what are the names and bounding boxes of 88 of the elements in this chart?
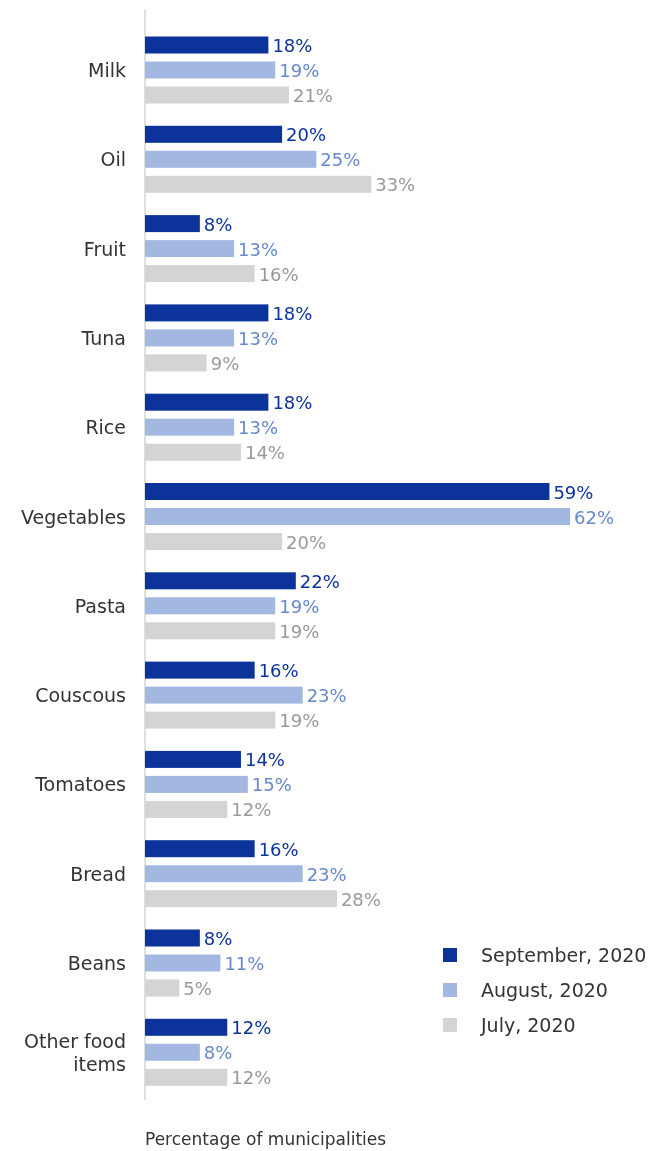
bar [145, 125, 283, 143]
data-label: 13% [238, 417, 279, 439]
data-label: 8% [203, 213, 233, 235]
data-label: 18% [272, 302, 313, 324]
bar [145, 265, 255, 283]
y-tick-label: Fruit [83, 237, 126, 260]
bar [145, 240, 235, 258]
data-label: 19% [279, 710, 320, 732]
data-label: 23% [306, 685, 347, 707]
y-tick-label: Pasta [74, 594, 126, 617]
bar [145, 890, 337, 908]
bar [145, 661, 255, 679]
bar [145, 443, 241, 461]
data-label: 13% [238, 327, 279, 349]
data-label: 23% [306, 863, 347, 885]
y-tick-label: Vegetables [21, 505, 126, 528]
bar [145, 622, 276, 640]
data-label: 28% [340, 888, 381, 910]
bar [145, 508, 570, 525]
y-tick-label: Milk [88, 59, 126, 81]
data-label: 12% [231, 799, 272, 821]
data-label: 19% [279, 60, 320, 81]
data-label: 16% [258, 263, 299, 285]
data-label: 8% [203, 928, 233, 949]
bar [145, 175, 372, 193]
bar [145, 929, 200, 947]
data-label: 12% [231, 1017, 272, 1039]
bar [145, 979, 180, 997]
y-tick-label: Rice [85, 416, 126, 439]
bar [145, 86, 289, 104]
legend-label: July, 2020 [480, 1014, 576, 1036]
bar [145, 865, 303, 883]
bar [145, 418, 235, 436]
data-label: 19% [279, 595, 320, 617]
data-label: 21% [292, 85, 333, 106]
data-label: 18% [272, 392, 313, 414]
y-tick-label: Beans [67, 952, 126, 974]
y-tick-label: Tuna [80, 326, 126, 349]
data-label: 18% [272, 35, 313, 56]
data-label: 20% [286, 531, 327, 553]
data-label: 9% [210, 352, 240, 374]
bar [145, 711, 276, 729]
bar [145, 1043, 200, 1061]
y-tick-label: Tomatoes [34, 773, 126, 796]
legend-label: August, 2020 [481, 979, 608, 1001]
bar [145, 354, 207, 372]
data-label: 16% [258, 838, 299, 860]
data-label: 20% [286, 124, 327, 146]
data-label: 12% [231, 1067, 272, 1089]
bar [145, 597, 276, 615]
bar [145, 800, 228, 818]
bar [145, 61, 276, 79]
data-label: 59% [553, 481, 594, 503]
bar [145, 954, 221, 972]
y-tick-label: Couscous [35, 684, 126, 707]
bar [145, 215, 200, 233]
bar [145, 1018, 228, 1036]
x-axis-title: Percentage of municipalities [145, 1129, 387, 1149]
bar [145, 750, 241, 768]
data-label: 14% [244, 442, 285, 464]
bar [145, 1068, 228, 1086]
bar [145, 775, 248, 793]
data-label: 25% [320, 149, 361, 171]
bar [145, 840, 255, 858]
data-label: 33% [375, 174, 416, 196]
data-label: 15% [251, 774, 292, 796]
bar [145, 393, 269, 411]
bar [145, 36, 269, 54]
y-tick-label: Other food items [24, 1029, 126, 1075]
bar [145, 304, 269, 322]
data-label: 11% [224, 953, 265, 974]
data-label: 19% [279, 620, 320, 642]
data-label: 22% [299, 570, 340, 592]
bar [145, 686, 303, 704]
legend-label: September, 2020 [481, 944, 647, 966]
data-label: 62% [574, 506, 615, 528]
data-label: 16% [258, 660, 299, 682]
bar [145, 572, 296, 590]
data-label: 13% [238, 238, 279, 260]
y-tick-label: Oil [100, 148, 126, 171]
bar [145, 533, 283, 550]
bar [145, 329, 235, 347]
bar [145, 150, 317, 168]
data-label: 8% [203, 1042, 233, 1064]
bar [145, 483, 550, 500]
y-tick-label: Bread [70, 862, 126, 885]
data-label: 14% [244, 749, 285, 771]
data-label: 5% [183, 978, 212, 999]
